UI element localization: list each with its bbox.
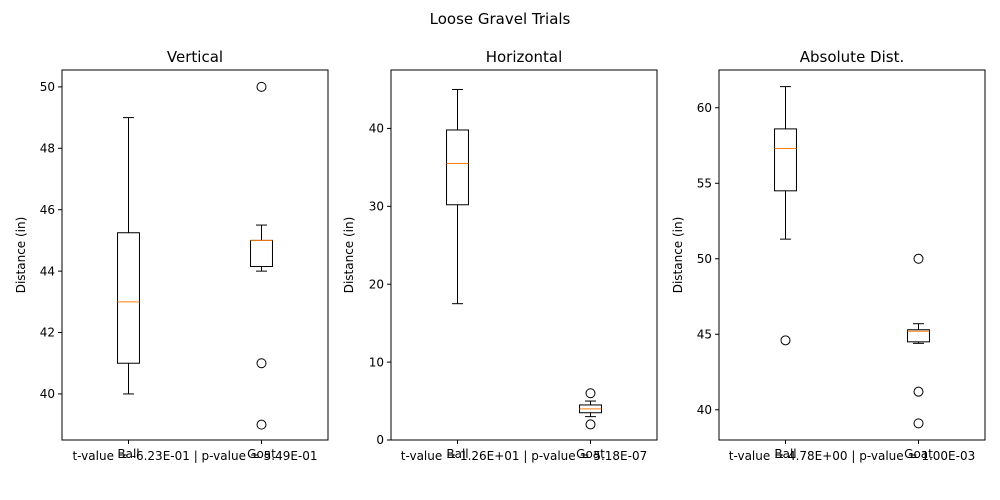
box-ball bbox=[774, 86, 797, 346]
y-tick-label: 45 bbox=[697, 327, 712, 341]
box-iqr bbox=[446, 129, 469, 206]
figure-suptitle: Loose Gravel Trials bbox=[430, 10, 571, 28]
y-tick-label: 40 bbox=[697, 403, 712, 417]
x-axis-label: t-value = 1.26E+01 | p-value = 5.18E-07 bbox=[401, 449, 647, 463]
subplot-title: Horizontal bbox=[486, 48, 563, 66]
x-tick-label: Ball bbox=[774, 447, 796, 461]
y-tick-label: 10 bbox=[369, 355, 384, 369]
subplot-title: Vertical bbox=[167, 48, 223, 66]
outlier-point bbox=[913, 418, 924, 429]
y-axis-label: Distance (in) bbox=[342, 217, 356, 294]
axes-frame bbox=[718, 69, 986, 441]
subplot-horizontal: Horizontal Distance (in) t-value = 1.26E… bbox=[342, 48, 658, 463]
y-axis-label: Distance (in) bbox=[671, 217, 685, 294]
subplot-vertical: Vertical Distance (in) t-value = -6.23E-… bbox=[14, 48, 329, 463]
y-tick-label: 40 bbox=[40, 387, 55, 401]
y-tick-label: 48 bbox=[40, 141, 55, 155]
y-tick-label: 0 bbox=[376, 433, 384, 447]
y-tick-label: 46 bbox=[40, 203, 55, 217]
axes-frame bbox=[390, 69, 658, 441]
subplot-title: Absolute Dist. bbox=[800, 48, 905, 66]
outlier-point bbox=[585, 388, 596, 399]
y-tick-label: 50 bbox=[697, 252, 712, 266]
x-axis-label: t-value = -6.23E-01 | p-value = 5.49E-01 bbox=[72, 449, 317, 463]
y-tick-label: 55 bbox=[697, 176, 712, 190]
box-ball bbox=[446, 88, 469, 305]
y-tick-label: 42 bbox=[40, 326, 55, 340]
box-iqr bbox=[250, 239, 273, 268]
subplot-absolute-dist: Absolute Dist. Distance (in) t-value = 4… bbox=[671, 48, 986, 463]
outlier-point bbox=[585, 419, 596, 430]
x-tick-label: Ball bbox=[117, 447, 139, 461]
box-iqr bbox=[907, 329, 930, 343]
y-tick-label: 44 bbox=[40, 264, 55, 278]
axes-frame bbox=[61, 69, 329, 441]
box-iqr bbox=[774, 128, 797, 192]
outlier-point bbox=[913, 386, 924, 397]
y-tick-label: 50 bbox=[40, 80, 55, 94]
outlier-point bbox=[913, 253, 924, 264]
box-iqr bbox=[117, 232, 140, 364]
x-tick-label: Ball bbox=[446, 447, 468, 461]
x-axis-label: t-value = 4.78E+00 | p-value = 1.00E-03 bbox=[729, 449, 975, 463]
x-tick-label: Goat bbox=[576, 447, 605, 461]
outlier-point bbox=[256, 358, 267, 369]
outlier-point bbox=[256, 419, 267, 430]
x-tick-label: Goat bbox=[904, 447, 933, 461]
x-tick-label: Goat bbox=[247, 447, 276, 461]
y-tick-label: 20 bbox=[369, 277, 384, 291]
box-ball bbox=[117, 117, 140, 395]
box-goat bbox=[579, 388, 602, 430]
y-tick-label: 40 bbox=[369, 122, 384, 136]
y-tick-label: 30 bbox=[369, 200, 384, 214]
y-axis-label: Distance (in) bbox=[14, 217, 28, 294]
outlier-point bbox=[780, 335, 791, 346]
box-goat bbox=[907, 253, 930, 429]
outlier-point bbox=[256, 81, 267, 92]
y-tick-label: 60 bbox=[697, 101, 712, 115]
box-goat bbox=[250, 81, 273, 430]
